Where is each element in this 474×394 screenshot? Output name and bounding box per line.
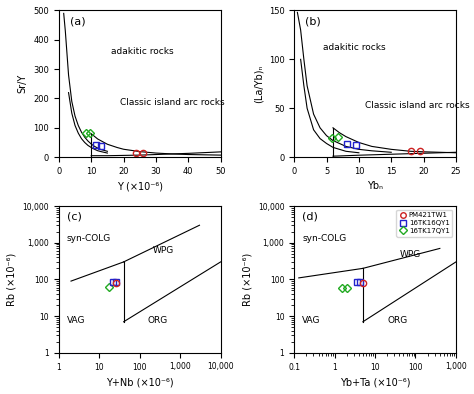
X-axis label: Yb+Ta (×10⁻⁶): Yb+Ta (×10⁻⁶): [340, 377, 410, 387]
Text: ORG: ORG: [388, 316, 408, 325]
Text: syn-COLG: syn-COLG: [67, 234, 111, 243]
Legend: PM421TW1, 16TK16QY1, 16TK17QY1: PM421TW1, 16TK16QY1, 16TK17QY1: [396, 210, 453, 236]
Text: (c): (c): [67, 212, 82, 222]
Y-axis label: Rb (×10⁻⁶): Rb (×10⁻⁶): [7, 253, 17, 306]
Text: VAG: VAG: [302, 316, 321, 325]
Text: syn-COLG: syn-COLG: [302, 234, 346, 243]
Text: adakitic rocks: adakitic rocks: [323, 43, 386, 52]
X-axis label: Ybₙ: Ybₙ: [367, 182, 383, 191]
Text: VAG: VAG: [67, 316, 85, 325]
Text: (a): (a): [70, 16, 86, 26]
Text: Classic island arc rocks: Classic island arc rocks: [365, 101, 470, 110]
X-axis label: Y+Nb (×10⁻⁶): Y+Nb (×10⁻⁶): [106, 377, 173, 387]
Text: WPG: WPG: [399, 251, 420, 259]
X-axis label: Y (×10⁻⁶): Y (×10⁻⁶): [117, 182, 163, 191]
Text: (b): (b): [305, 16, 321, 26]
Text: WPG: WPG: [153, 246, 174, 255]
Text: Classic island arc rocks: Classic island arc rocks: [120, 98, 225, 108]
Y-axis label: Sr/Y: Sr/Y: [18, 74, 27, 93]
Text: ORG: ORG: [148, 316, 168, 325]
Y-axis label: (La/Yb)ₙ: (La/Yb)ₙ: [253, 65, 263, 103]
Text: adakitic rocks: adakitic rocks: [110, 47, 173, 56]
Y-axis label: Rb (×10⁻⁶): Rb (×10⁻⁶): [242, 253, 252, 306]
Text: (d): (d): [302, 212, 318, 222]
